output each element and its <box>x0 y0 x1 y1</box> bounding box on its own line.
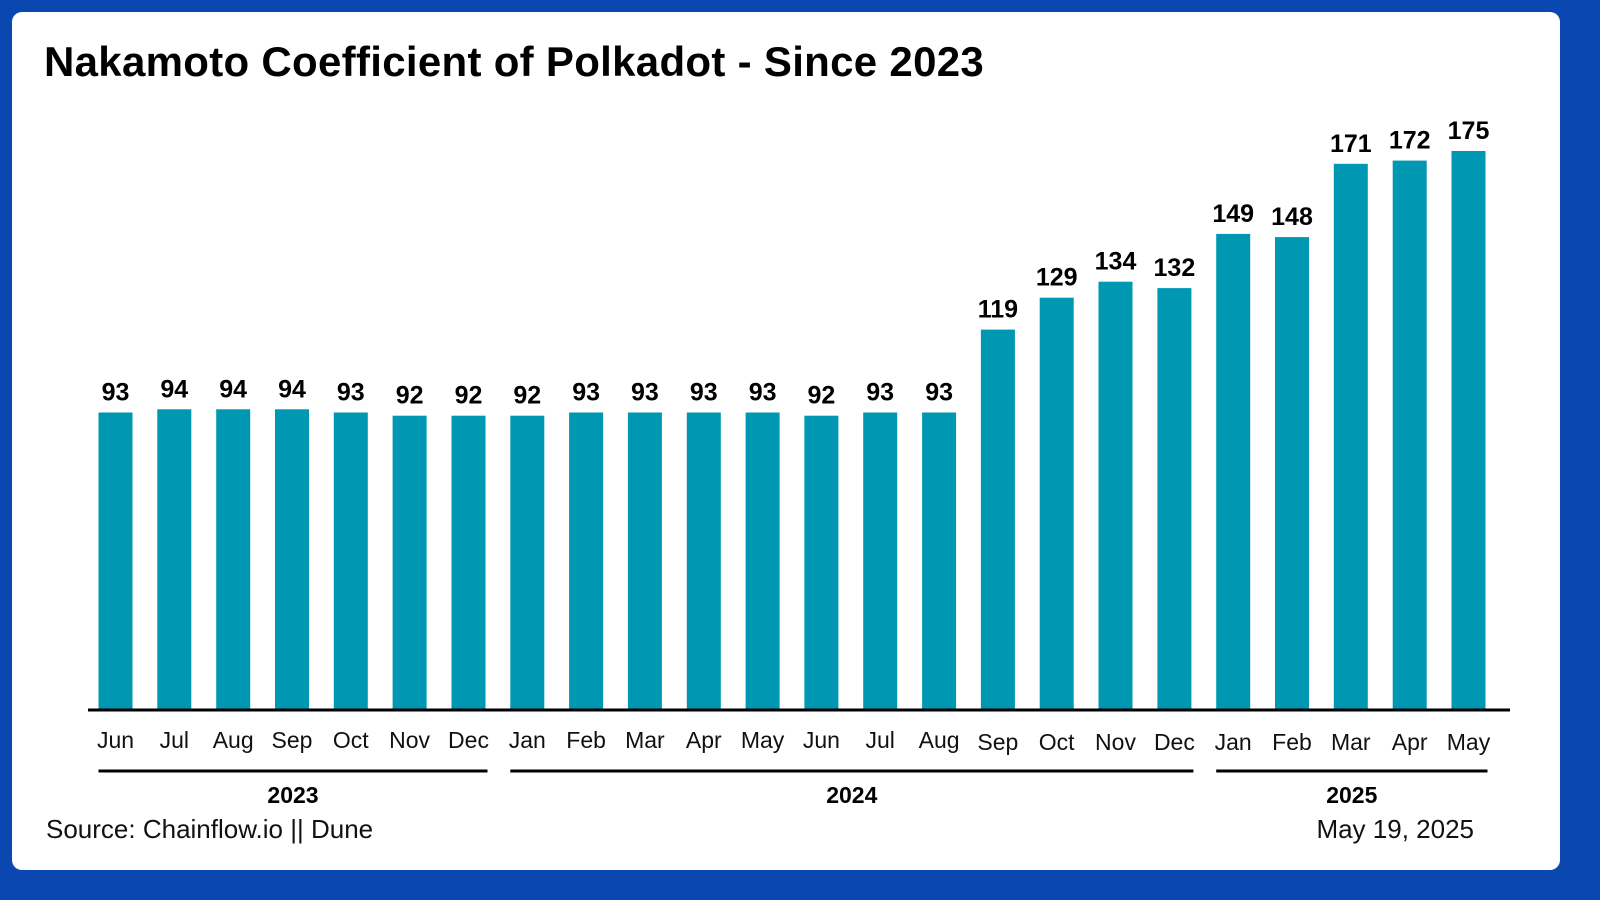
x-tick-label: May <box>741 727 785 753</box>
x-tick-label: Oct <box>1039 729 1075 755</box>
value-label: 94 <box>278 375 306 403</box>
chart-title: Nakamoto Coefficient of Polkadot - Since… <box>44 38 985 85</box>
bar-21 <box>1275 237 1309 709</box>
value-label: 172 <box>1389 127 1431 155</box>
year-group-label: 2023 <box>267 782 318 808</box>
value-label: 93 <box>572 379 600 407</box>
bar-5 <box>333 412 368 709</box>
bar-20 <box>1216 233 1251 709</box>
year-group-label: 2024 <box>826 782 877 808</box>
x-tick-label: Dec <box>1154 729 1195 755</box>
chart-date: May 19, 2025 <box>1316 814 1474 844</box>
bar-6 <box>392 415 427 709</box>
value-label: 93 <box>866 379 894 407</box>
bar-13 <box>804 415 839 709</box>
bar-17 <box>1039 297 1074 709</box>
x-tick-label: Apr <box>686 727 722 753</box>
x-tick-label: Jul <box>865 727 894 753</box>
x-tick-label: Jan <box>1215 729 1252 755</box>
bar-1 <box>98 412 133 709</box>
value-label: 93 <box>925 379 953 407</box>
x-tick-label: Jan <box>509 727 546 753</box>
year-group-label: 2025 <box>1326 782 1377 808</box>
value-label: 175 <box>1448 117 1490 145</box>
bar-10 <box>627 412 662 709</box>
x-tick-label: Oct <box>333 727 369 753</box>
bar-22 <box>1333 163 1368 710</box>
value-label: 92 <box>807 382 835 410</box>
x-tick-label: Jun <box>97 727 134 753</box>
x-tick-label: Nov <box>389 727 430 753</box>
bar-3 <box>216 409 251 709</box>
value-label: 92 <box>455 382 483 410</box>
value-label: 93 <box>102 379 130 407</box>
value-label: 149 <box>1212 200 1254 228</box>
bar-12 <box>745 412 780 709</box>
year-groups-layer: 2023 2024 2025 <box>98 769 1488 808</box>
bar-11 <box>686 412 721 709</box>
value-labels-layer: 93 94 94 94 93 92 92 92 93 93 93 93 92 93 93 119 129 134 1… <box>102 117 1490 410</box>
bars-layer <box>98 151 1486 710</box>
x-tick-label: Sep <box>272 727 313 753</box>
value-label: 171 <box>1330 130 1372 158</box>
bar-9 <box>569 412 604 709</box>
bar-14 <box>863 412 898 709</box>
x-tick-label: Dec <box>448 727 489 753</box>
value-label: 94 <box>219 375 247 403</box>
value-label: 119 <box>978 296 1018 324</box>
value-label: 132 <box>1154 254 1196 282</box>
bar-19 <box>1157 288 1192 709</box>
bar-7 <box>451 415 486 709</box>
bar-4 <box>275 409 309 709</box>
bar-15 <box>922 412 957 709</box>
x-tick-label: Aug <box>213 727 254 753</box>
x-tick-label: May <box>1447 729 1491 755</box>
x-tick-label: Mar <box>1331 729 1371 755</box>
source-credit: Source: Chainflow.io || Dune <box>46 814 374 844</box>
x-tick-label: Sep <box>977 729 1018 755</box>
bar-2 <box>157 409 192 709</box>
value-label: 148 <box>1271 203 1313 231</box>
x-tick-label: Apr <box>1392 729 1428 755</box>
value-label: 94 <box>160 375 188 403</box>
x-tick-label: Nov <box>1095 729 1136 755</box>
value-label: 93 <box>631 379 659 407</box>
bar-18 <box>1098 281 1133 709</box>
x-tick-label: Mar <box>625 727 665 753</box>
value-label: 93 <box>337 379 365 407</box>
x-tick-label: Feb <box>1272 729 1312 755</box>
value-label: 92 <box>396 382 424 410</box>
bar-16 <box>980 329 1015 709</box>
x-tick-label: Feb <box>566 727 606 753</box>
tick-labels-layer: Jun Jul Aug Sep Oct Nov Dec Jan Feb Mar Apr May Jun J… <box>97 727 1491 755</box>
x-tick-label: Jul <box>160 727 189 753</box>
value-label: 93 <box>749 379 777 407</box>
x-tick-label: Jun <box>803 727 840 753</box>
value-label: 93 <box>690 379 718 407</box>
bar-8 <box>510 415 545 709</box>
bar-24 <box>1451 151 1486 709</box>
bar-23 <box>1392 160 1427 710</box>
value-label: 129 <box>1036 264 1078 292</box>
value-label: 92 <box>513 382 541 410</box>
x-tick-label: Aug <box>919 727 960 753</box>
value-label: 134 <box>1095 248 1137 276</box>
